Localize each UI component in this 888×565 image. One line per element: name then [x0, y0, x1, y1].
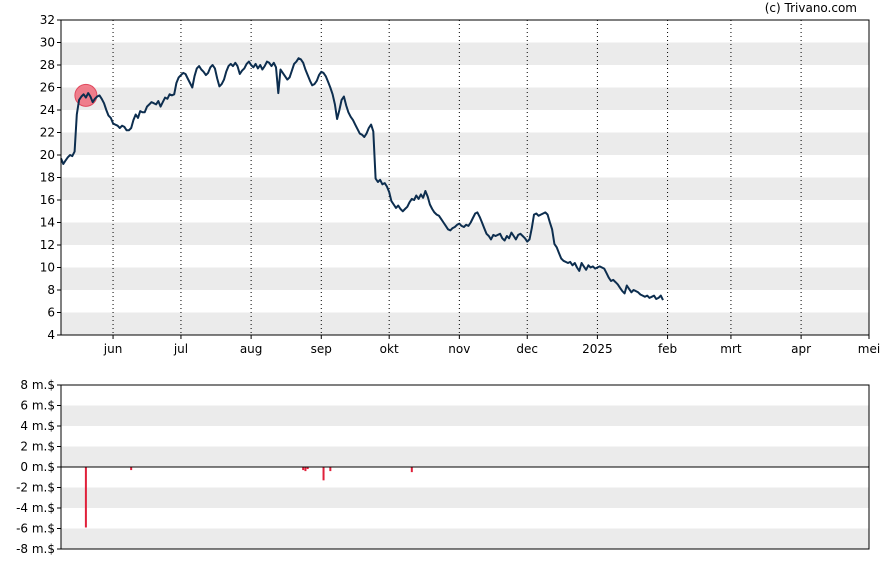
y-tick-label: -6 m.$ — [16, 522, 55, 536]
volume-bar-chart: 8 m.$ 6 m.$ 4 m.$ 2 m.$ 0 m.$ -2 m.$ -4 m.$ -6 … — [16, 378, 870, 556]
volume-bar — [302, 467, 305, 471]
x-tick-label: apr — [791, 342, 811, 356]
grid-band — [61, 177, 869, 200]
x-tick-label: 2025 — [582, 342, 613, 356]
grid-band — [61, 267, 869, 290]
x-tick-label: nov — [448, 342, 470, 356]
y-tick-label: 0 m.$ — [20, 460, 55, 474]
volume-bar — [322, 467, 325, 481]
x-tick-label: dec — [516, 342, 538, 356]
y-tick-label: 28 — [40, 58, 55, 72]
y-tick-label: 18 — [40, 171, 55, 185]
y-tick-label: 6 m.$ — [20, 399, 55, 413]
y-tick-label: 22 — [40, 126, 55, 140]
plot-frame — [60, 384, 870, 550]
y-tick-label: 30 — [40, 36, 55, 50]
y-tick-label: -2 m.$ — [16, 481, 55, 495]
y-tick-label: 32 — [40, 13, 55, 27]
price-line-chart: jun jul aug sep okt nov dec 2025 feb mrt apr mei 32 3… — [40, 13, 880, 356]
x-tick-label: mei — [858, 342, 880, 356]
y-tick-label: 6 — [47, 306, 55, 320]
grid-band — [61, 87, 869, 110]
grid-band — [61, 132, 869, 155]
x-tick-label: jul — [173, 342, 188, 356]
y-tick-label: 2 m.$ — [20, 440, 55, 454]
y-tick-label: 8 m.$ — [20, 378, 55, 392]
grid-band — [61, 312, 869, 335]
y-tick-label: 14 — [40, 216, 55, 230]
volume-bar — [329, 467, 332, 472]
x-tick-label: feb — [658, 342, 677, 356]
x-tick-label: aug — [240, 342, 263, 356]
x-tick-label: sep — [311, 342, 332, 356]
y-tick-label: 16 — [40, 193, 55, 207]
grid-band — [61, 446, 869, 467]
y-tick-label: 20 — [40, 148, 55, 162]
grid-band — [61, 487, 869, 508]
y-tick-label: 8 — [47, 283, 55, 297]
grid-band — [61, 405, 869, 426]
price-series-line — [60, 57, 664, 301]
y-tick-label: -4 m.$ — [16, 501, 55, 515]
x-tick-label: jun — [103, 342, 123, 356]
x-tick-label: okt — [380, 342, 399, 356]
y-tick-label: 4 m.$ — [20, 419, 55, 433]
y-tick-label: 26 — [40, 81, 55, 95]
y-tick-label: -8 m.$ — [16, 542, 55, 556]
volume-bar — [306, 467, 309, 470]
volume-bar — [410, 467, 413, 473]
y-tick-label: 12 — [40, 238, 55, 252]
copyright-text: (c) Trivano.com — [765, 1, 857, 15]
y-tick-label: 10 — [40, 261, 55, 275]
y-tick-label: 4 — [47, 328, 55, 342]
volume-bar — [304, 467, 307, 472]
grid-band — [61, 42, 869, 65]
x-tick-label: mrt — [720, 342, 742, 356]
volume-bar — [84, 467, 87, 528]
plot-frame — [60, 19, 870, 336]
volume-bar — [130, 467, 133, 471]
grid-band — [61, 222, 869, 245]
y-tick-label: 24 — [40, 103, 55, 117]
grid-band — [61, 528, 869, 549]
